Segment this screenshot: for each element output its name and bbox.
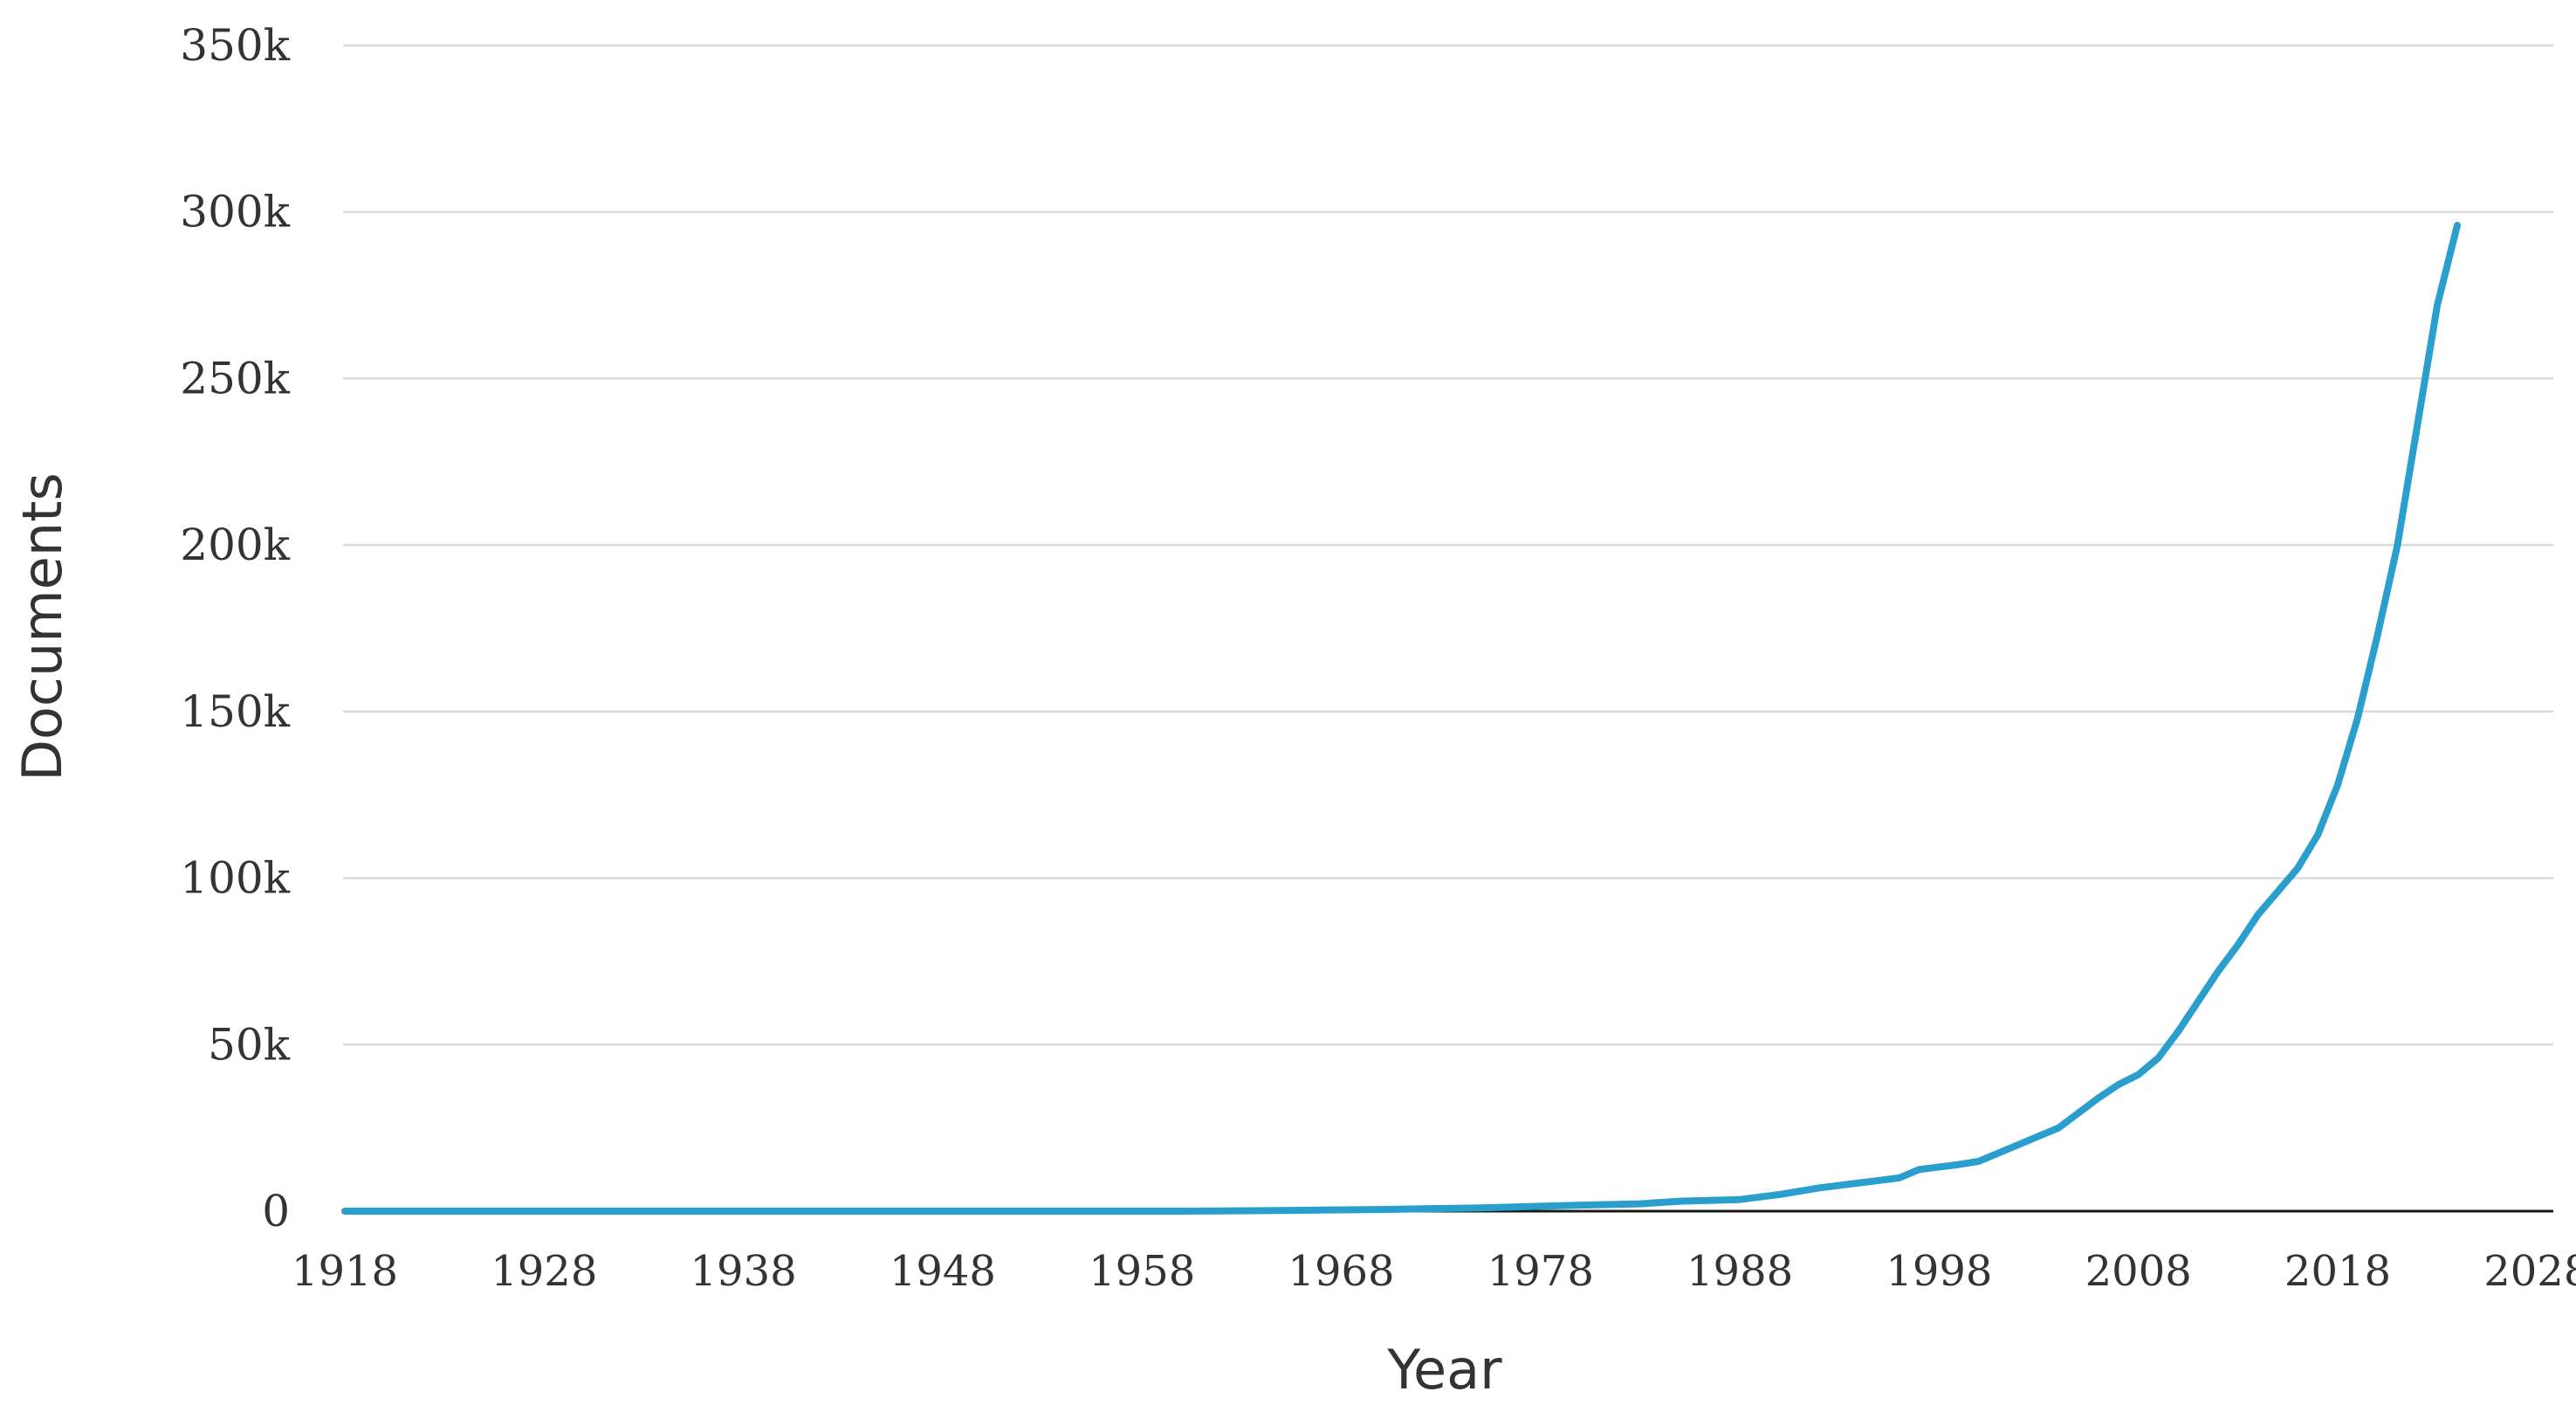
- series-line-0: [341, 222, 2461, 1215]
- x-tick-label: 1918: [292, 1247, 398, 1296]
- x-axis-tick-labels: 1918 1928 1938 1948 1958 1968 1978 1988 1998 2008…: [292, 1247, 2576, 1296]
- y-axis-title: Documents: [10, 472, 74, 782]
- y-tick-label: 0: [262, 1186, 290, 1236]
- series-layer: [341, 222, 2461, 1215]
- x-tick-label: 1928: [491, 1247, 597, 1296]
- x-axis-title: Year: [1386, 1338, 1502, 1402]
- y-tick-label: 50k: [208, 1019, 291, 1070]
- y-tick-label: 300k: [180, 187, 290, 238]
- y-tick-label: 350k: [180, 20, 290, 71]
- x-tick-label: 1948: [890, 1247, 996, 1296]
- y-tick-label: 250k: [180, 353, 290, 403]
- x-tick-label: 1988: [1686, 1247, 1793, 1296]
- y-tick-label: 150k: [180, 686, 290, 737]
- x-tick-label: 2008: [2085, 1247, 2192, 1296]
- x-tick-label: 1938: [690, 1247, 797, 1296]
- y-axis-tick-labels: 0 50k 100k 150k 200k 250k 300k 350k: [180, 20, 290, 1236]
- x-tick-label: 1978: [1487, 1247, 1594, 1296]
- x-tick-label: 2018: [2284, 1247, 2391, 1296]
- y-tick-label: 200k: [180, 520, 290, 570]
- x-tick-label: 2028: [2483, 1247, 2576, 1296]
- gridlines: [343, 44, 2553, 1046]
- x-tick-label: 1968: [1288, 1247, 1394, 1296]
- y-tick-label: 100k: [180, 853, 290, 904]
- x-tick-label: 1998: [1886, 1247, 1992, 1296]
- x-tick-label: 1958: [1089, 1247, 1195, 1296]
